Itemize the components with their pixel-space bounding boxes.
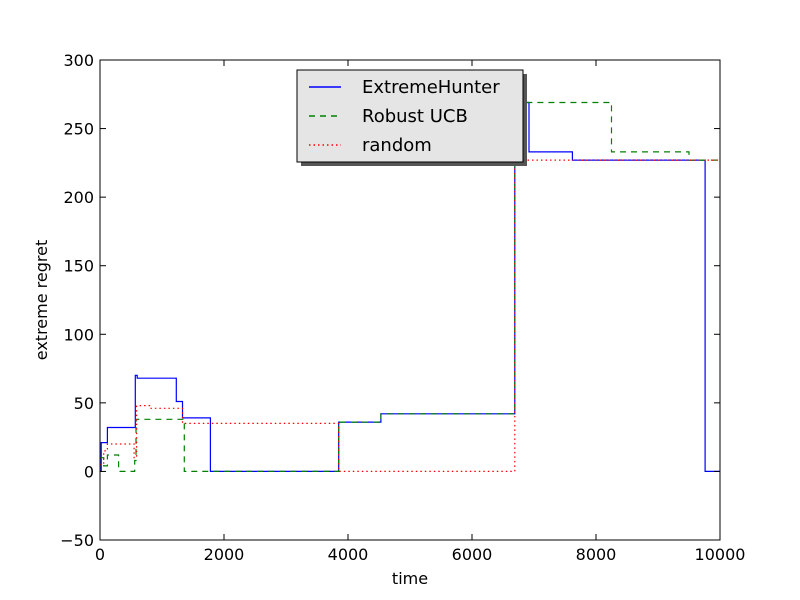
legend-label: ExtremeHunter	[362, 77, 500, 98]
series-line-random	[100, 159, 720, 472]
y-axis-label: extreme regret	[32, 240, 51, 360]
y-tick-label: 300	[63, 51, 94, 70]
legend-label: random	[362, 135, 432, 156]
legend-label: Robust UCB	[362, 106, 468, 127]
x-axis: 0 2000 4000 6000 8000 10000	[95, 60, 746, 564]
y-tick-label: −50	[60, 531, 94, 550]
x-tick-label: 0	[95, 545, 105, 564]
y-tick-label: 50	[74, 394, 94, 413]
series-layer	[100, 101, 720, 472]
y-tick-label: 250	[63, 120, 94, 139]
x-tick-label: 4000	[328, 545, 369, 564]
y-tick-label: 100	[63, 325, 94, 344]
y-tick-label: 150	[63, 257, 94, 276]
y-tick-label: 0	[84, 462, 94, 481]
series-line-extremehunter	[100, 101, 720, 472]
plot-frame	[99, 59, 721, 541]
x-tick-label: 8000	[576, 545, 617, 564]
legend: ExtremeHunter Robust UCB random	[296, 69, 527, 166]
x-tick-label: 2000	[204, 545, 245, 564]
y-axis: −50 0 50 100 150 200 250 300	[60, 51, 720, 550]
series-line-robust-ucb	[100, 101, 720, 472]
x-axis-label: time	[392, 569, 428, 588]
x-tick-label: 10000	[695, 545, 746, 564]
y-tick-label: 200	[63, 188, 94, 207]
x-tick-label: 6000	[452, 545, 493, 564]
